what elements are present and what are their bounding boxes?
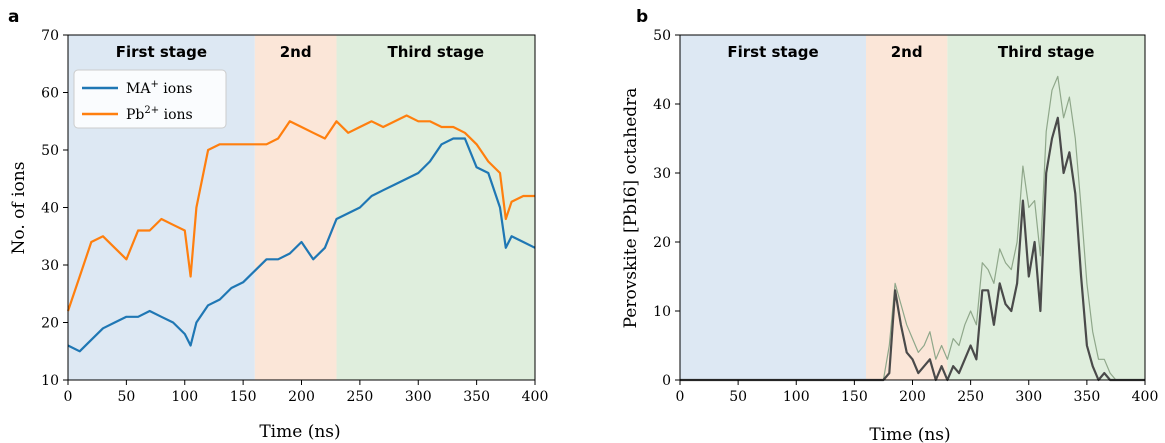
b-stage-label-0: First stage	[727, 43, 818, 61]
b-x-tick-label: 250	[957, 389, 984, 405]
b-stage-label-2: Third stage	[998, 43, 1095, 61]
a-x-tick-label: 0	[64, 389, 73, 405]
b-stage-labels: First stage 2nd Third stage	[727, 43, 1094, 61]
b-x-tick-label: 0	[676, 389, 685, 405]
b-x-tick-label: 100	[783, 389, 810, 405]
a-y-tick-label: 30	[41, 258, 59, 274]
b-x-axis-label: Time (ns)	[869, 425, 950, 443]
legend-ma-label: MA+ ions	[126, 79, 192, 97]
b-y-tick-label: 50	[653, 28, 671, 44]
panel-a: First stage 2nd Third stage 0 50 100 150 200 25…	[8, 7, 548, 442]
a-x-tick-label: 200	[288, 389, 315, 405]
a-panel-label: a	[8, 7, 19, 27]
b-x-tick-label: 350	[1074, 389, 1101, 405]
b-x-tick-label: 50	[729, 389, 747, 405]
a-y-tick-label: 70	[41, 28, 59, 44]
b-stage-band-2	[947, 35, 1145, 380]
b-y-axis-label: Perovskite [PbI6] octahedra	[621, 88, 641, 329]
a-y-tick-label: 20	[41, 316, 59, 332]
b-panel-label: b	[636, 7, 648, 27]
a-x-ticks: 0 50 100 150 200 250 300 350 400	[64, 380, 549, 405]
a-x-tick-label: 400	[522, 389, 549, 405]
b-x-tick-label: 400	[1132, 389, 1159, 405]
a-y-tick-label: 60	[41, 86, 59, 102]
a-stage-labels: First stage 2nd Third stage	[116, 43, 484, 61]
b-y-tick-label: 20	[653, 235, 671, 251]
a-stage-label-2: Third stage	[387, 43, 484, 61]
b-series-line-raw	[680, 75, 1145, 381]
b-y-tick-label: 10	[653, 304, 671, 320]
a-y-ticks: 10 20 30 40 50 60 70	[41, 28, 68, 389]
b-stage-label-1: 2nd	[891, 43, 923, 61]
a-y-tick-label: 10	[41, 373, 59, 389]
b-y-tick-label: 30	[653, 166, 671, 182]
b-y-tick-label: 40	[653, 97, 671, 113]
a-x-tick-label: 350	[463, 389, 490, 405]
a-series-line-ma-ions	[67, 137, 536, 353]
a-x-tick-label: 50	[117, 389, 135, 405]
a-series-line-pb2-ions	[66, 114, 535, 312]
b-x-tick-label: 300	[1015, 389, 1042, 405]
panel-b: First stage 2nd Third stage 0 50 100 150 200 25…	[621, 7, 1158, 443]
a-x-tick-label: 250	[347, 389, 374, 405]
b-stage-band-0	[680, 35, 866, 380]
a-stage-band-2	[336, 35, 535, 380]
b-stage-band-1	[866, 35, 948, 380]
legend-pb-label: Pb2+ ions	[126, 105, 193, 123]
a-series-lines	[66, 114, 536, 353]
b-x-ticks: 0 50 100 150 200 250 300 350 400	[676, 380, 1159, 405]
a-stage-band-1	[254, 35, 337, 380]
b-x-tick-label: 150	[841, 389, 868, 405]
b-series-line-smoothed	[680, 116, 1145, 382]
b-y-ticks: 0 10 20 30 40 50	[653, 28, 680, 389]
a-x-tick-label: 100	[171, 389, 198, 405]
b-x-tick-label: 200	[899, 389, 926, 405]
a-y-axis-label: No. of ions	[9, 162, 29, 255]
a-stage-label-0: First stage	[116, 43, 207, 61]
b-y-tick-label: 0	[662, 373, 671, 389]
a-y-tick-label: 50	[41, 143, 59, 159]
a-x-tick-label: 300	[405, 389, 432, 405]
a-legend: MA+ ions Pb2+ ions	[73, 69, 227, 129]
a-x-tick-label: 150	[230, 389, 257, 405]
a-y-tick-label: 40	[41, 201, 59, 217]
a-stage-label-1: 2nd	[280, 43, 312, 61]
a-x-axis-label: Time (ns)	[259, 422, 340, 442]
b-series-lines	[680, 75, 1145, 382]
